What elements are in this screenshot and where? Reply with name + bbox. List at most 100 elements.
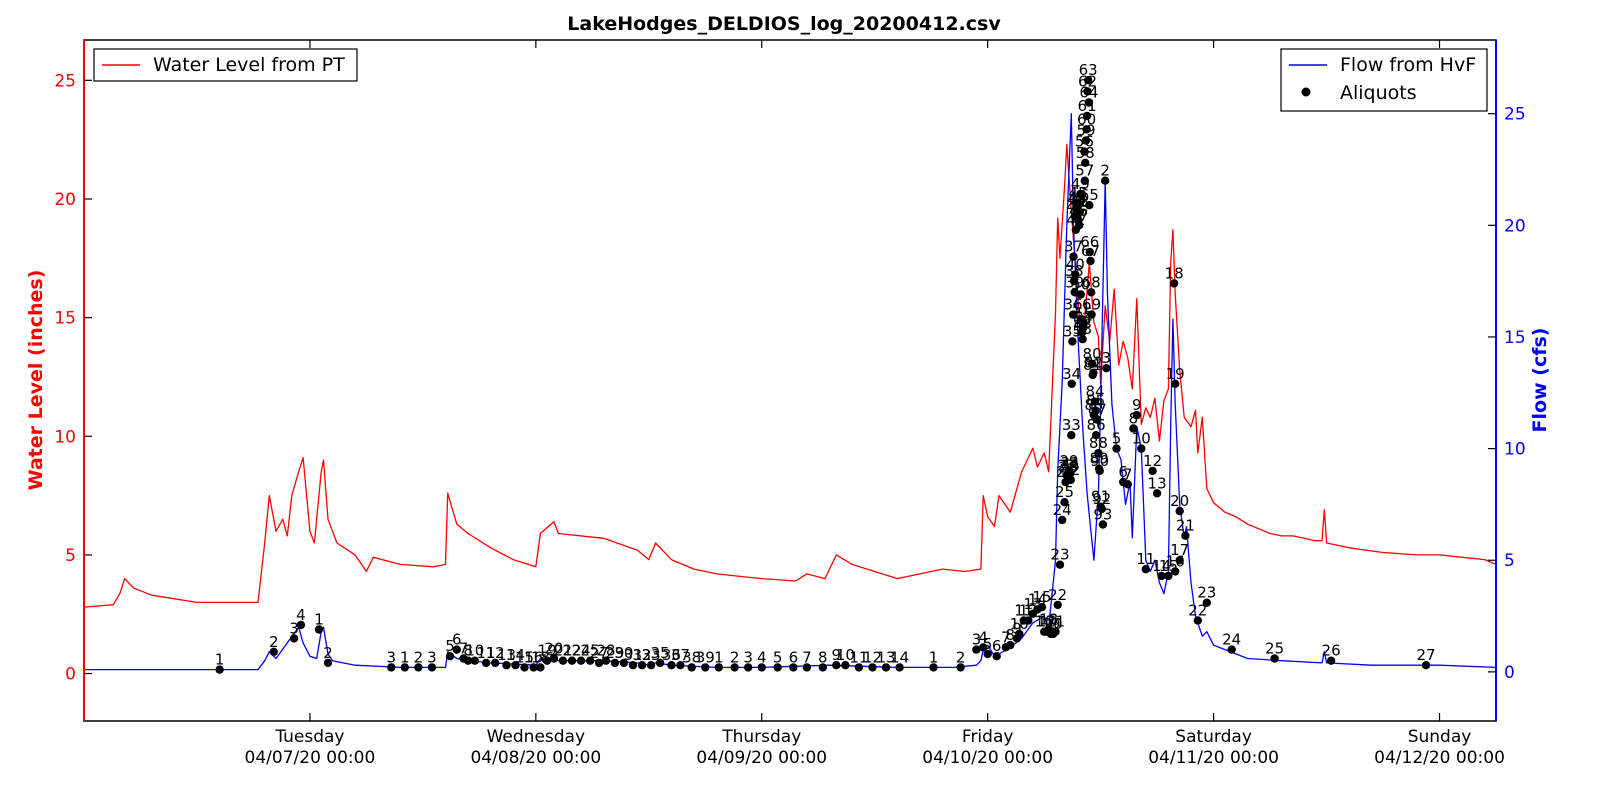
aliquot-label: 30 bbox=[614, 644, 633, 662]
aliquot-marker bbox=[1058, 515, 1067, 525]
aliquot-label: 24 bbox=[1222, 631, 1241, 649]
aliquot-marker bbox=[1069, 252, 1078, 261]
legend-left: Water Level from PT bbox=[93, 48, 358, 82]
y-left-tick-label: 25 bbox=[54, 71, 76, 91]
x-tick-label-day: Sunday bbox=[1408, 727, 1472, 747]
aliquot-label: 14 bbox=[1152, 557, 1171, 575]
aliquot-label: 91 bbox=[1091, 488, 1110, 506]
aliquot-marker bbox=[773, 663, 782, 672]
aliquot-label: 3 bbox=[387, 648, 397, 666]
aliquot-marker bbox=[1053, 600, 1062, 610]
y-left-tick-label: 5 bbox=[65, 546, 76, 566]
aliquot-marker bbox=[1060, 498, 1069, 507]
aliquot-marker bbox=[646, 661, 656, 670]
aliquot-marker bbox=[1270, 654, 1279, 663]
y-left-tick-label: 10 bbox=[54, 427, 76, 447]
aliquot-marker bbox=[1175, 506, 1184, 516]
aliquot-label: 13 bbox=[1148, 474, 1167, 492]
x-tick-label-date: 04/09/20 00:00 bbox=[696, 748, 827, 768]
aliquot-marker bbox=[956, 663, 965, 672]
aliquot-label: 2 bbox=[730, 648, 740, 666]
aliquot-marker bbox=[594, 658, 604, 668]
aliquot-label: 38 bbox=[682, 648, 701, 666]
aliquot-label: 2 bbox=[414, 648, 424, 666]
aliquot-label: 8 bbox=[463, 642, 473, 660]
aliquot-label: 7 bbox=[459, 640, 469, 658]
aliquot-label: 68 bbox=[1082, 273, 1101, 291]
aliquot-marker bbox=[1075, 221, 1084, 230]
x-tick-label-date: 04/11/20 00:00 bbox=[1148, 748, 1279, 768]
aliquot-label: 29 bbox=[1059, 452, 1078, 470]
aliquot-marker bbox=[520, 663, 529, 672]
aliquot-marker bbox=[1086, 256, 1095, 266]
aliquot-label: 10 bbox=[1132, 430, 1151, 448]
aliquot-marker bbox=[296, 620, 306, 630]
aliquot-marker bbox=[1069, 276, 1079, 286]
aliquot-marker bbox=[1082, 125, 1091, 134]
aliquot-marker bbox=[1169, 279, 1179, 288]
aliquot-label: 36 bbox=[662, 646, 681, 664]
aliquot-label: 11 bbox=[477, 644, 496, 662]
aliquot-marker bbox=[1065, 469, 1075, 478]
aliquot-marker bbox=[789, 663, 798, 672]
aliquot-label: 21 bbox=[1176, 517, 1195, 535]
aliquot-label: 9 bbox=[1012, 619, 1022, 637]
legend-left-label: Water Level from PT bbox=[153, 54, 345, 76]
x-tick-label-day: Saturday bbox=[1175, 727, 1252, 747]
aliquot-marker bbox=[1055, 560, 1065, 569]
aliquot-marker bbox=[502, 661, 511, 670]
aliquot-label: 87 bbox=[1088, 401, 1107, 419]
aliquot-marker bbox=[667, 661, 676, 670]
aliquot-label: 10 bbox=[465, 642, 484, 660]
aliquot-marker bbox=[400, 663, 409, 672]
aliquot-marker bbox=[1227, 645, 1236, 654]
aliquot-label: 7 bbox=[1123, 465, 1133, 483]
aliquot-label: 82 bbox=[1084, 354, 1103, 372]
aliquot-label: 4 bbox=[296, 606, 306, 624]
aliquot-marker bbox=[1081, 158, 1090, 167]
aliquot-label: 69 bbox=[1082, 296, 1101, 314]
series-line-water-level bbox=[84, 143, 1496, 608]
aliquot-marker bbox=[1102, 364, 1111, 373]
y-axis-right-label: Flow (cfs) bbox=[1529, 328, 1551, 433]
aliquot-marker bbox=[1112, 444, 1121, 453]
aliquot-marker bbox=[1006, 640, 1015, 650]
chart-title: LakeHodges_DELDIOS_log_20200412.csv bbox=[567, 13, 1001, 35]
aliquot-marker bbox=[841, 661, 850, 670]
aliquot-label: 6 bbox=[1118, 463, 1128, 481]
aliquot-label: 6 bbox=[452, 631, 462, 649]
aliquot-marker bbox=[1087, 310, 1096, 319]
aliquot-label: 22 bbox=[1048, 586, 1067, 604]
aliquot-label: 36 bbox=[1064, 296, 1083, 314]
aliquot-marker bbox=[491, 658, 500, 668]
aliquot-label: 81 bbox=[1083, 356, 1102, 374]
aliquot-marker bbox=[1193, 616, 1203, 625]
aliquot-marker bbox=[1068, 310, 1078, 319]
aliquot-label: 1 bbox=[929, 648, 939, 666]
aliquot-marker bbox=[1091, 431, 1101, 440]
aliquot-marker bbox=[1175, 556, 1184, 565]
aliquot-label: 1 bbox=[314, 611, 324, 629]
aliquot-marker bbox=[1098, 520, 1108, 529]
aliquot-label: 5 bbox=[773, 648, 783, 666]
aliquot-marker bbox=[1080, 147, 1089, 156]
aliquot-label: 14 bbox=[506, 646, 525, 664]
aliquot-marker bbox=[427, 663, 437, 672]
aliquot-marker bbox=[576, 656, 586, 665]
aliquot-label: 8 bbox=[818, 648, 828, 666]
aliquot-marker bbox=[757, 663, 766, 672]
aliquot-label: 37 bbox=[1064, 238, 1083, 256]
aliquot-marker bbox=[1015, 629, 1024, 639]
aliquot-marker bbox=[1087, 288, 1096, 297]
aliquot-marker bbox=[687, 663, 696, 672]
aliquot-marker bbox=[1152, 489, 1162, 498]
aliquot-marker bbox=[610, 658, 620, 668]
aliquot-marker bbox=[619, 658, 629, 668]
aliquot-label: 57 bbox=[1075, 162, 1094, 180]
aliquot-label: 19 bbox=[1166, 365, 1185, 383]
aliquot-marker bbox=[601, 656, 611, 665]
aliquot-label: 1 bbox=[215, 651, 225, 669]
aliquot-marker bbox=[1171, 379, 1180, 388]
aliquot-marker bbox=[637, 661, 647, 670]
aliquot-marker bbox=[1181, 531, 1190, 540]
